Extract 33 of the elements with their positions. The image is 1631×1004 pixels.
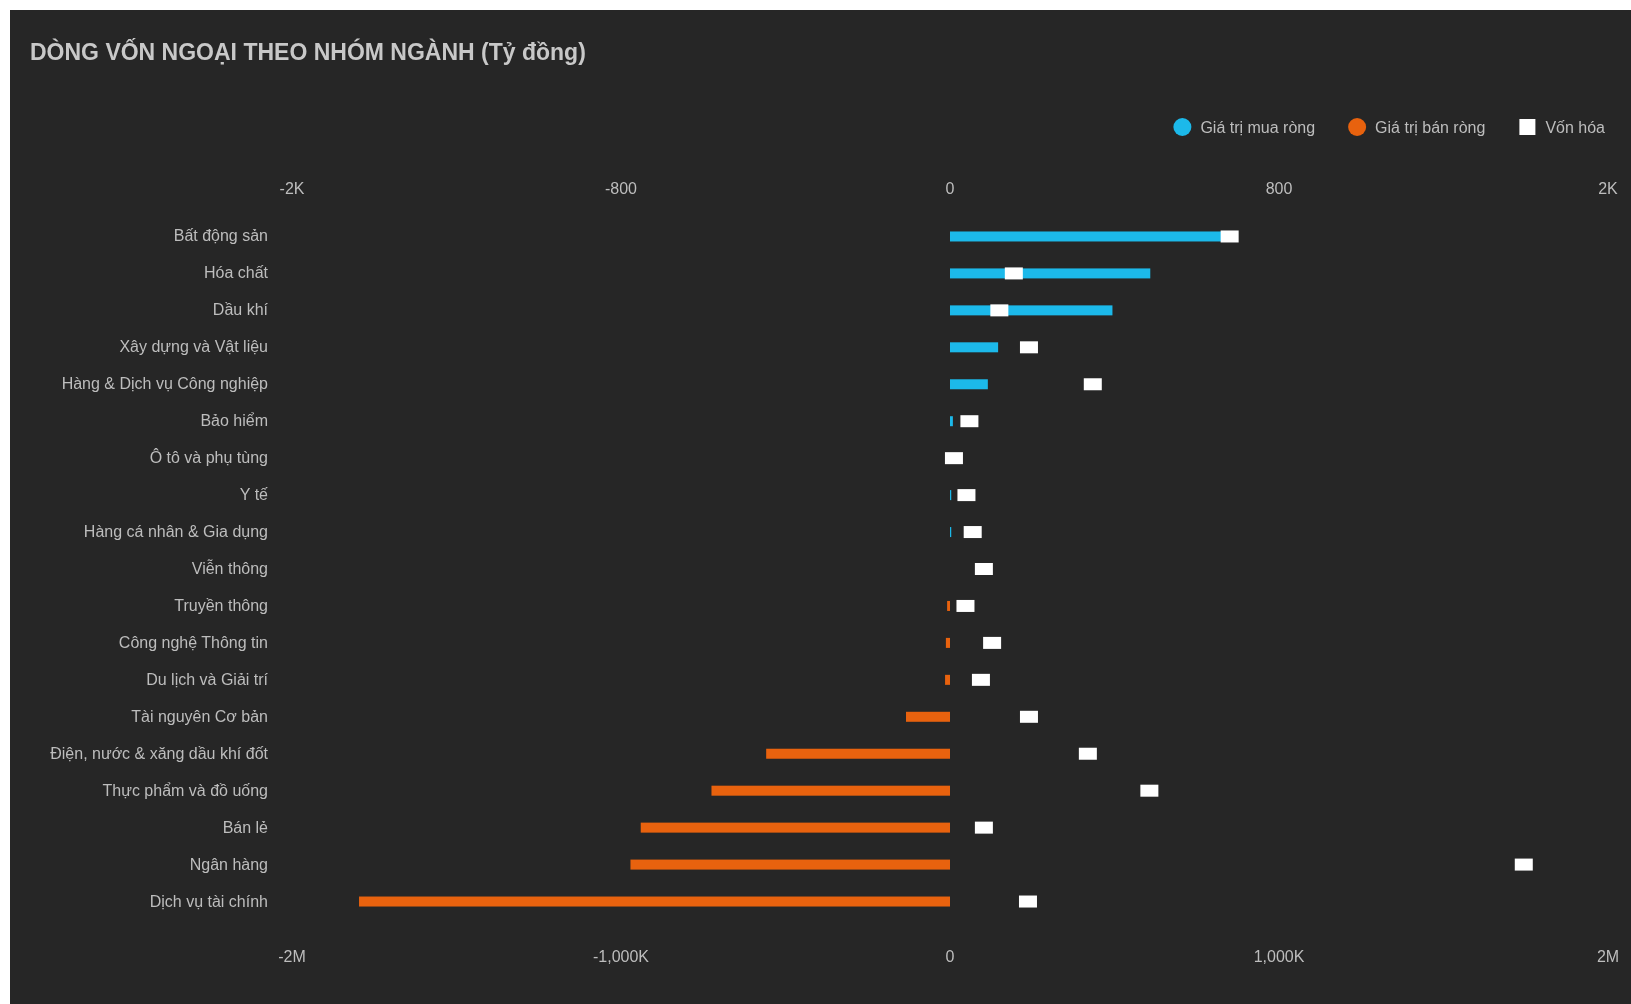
y-tick-label: Dịch vụ tài chính <box>149 892 268 910</box>
y-tick-label: Điện, nước & xăng dầu khí đốt <box>50 744 269 762</box>
y-tick-label: Dầu khí <box>212 301 269 319</box>
y-tick-label: Hóa chất <box>203 264 269 282</box>
x2-tick-label: -2K <box>279 180 305 197</box>
y-tick-label: Hàng & Dịch vụ Công nghiệp <box>61 375 269 393</box>
y-tick-label: Du lịch và Giải trí <box>146 670 269 688</box>
y-tick-label: Xây dựng và Vật liệu <box>119 338 268 356</box>
y-tick-label: Ngân hàng <box>189 855 268 873</box>
chart-title: DÒNG VỐN NGOẠI THEO NHÓM NGÀNH (Tỷ đồng) <box>30 38 586 65</box>
x2-tick-label: -800 <box>604 180 638 197</box>
y-tick-label: Truyền thông <box>174 596 268 614</box>
y-tick-label: Ô tô và phụ tùng <box>149 448 268 467</box>
y-tick-label: Y tế <box>239 486 269 504</box>
x-tick-label: 1,000K <box>1253 948 1305 965</box>
x2-tick-label: 0 <box>945 180 955 197</box>
y-tick-label: Bảo hiểm <box>200 412 268 430</box>
legend-label: Giá trị mua ròng <box>1200 119 1316 136</box>
y-tick-label: Công nghệ Thông tin <box>118 633 268 651</box>
x-tick-label: 0 <box>945 948 955 965</box>
y-tick-label: Hàng cá nhân & Gia dụng <box>83 523 268 541</box>
x-tick-label: 2M <box>1596 948 1620 965</box>
y-tick-label: Bán lẻ <box>222 818 269 836</box>
x-tick-label: -1,000K <box>592 948 650 965</box>
y-tick-label: Viễn thông <box>191 559 268 577</box>
y-tick-label: Bất động sản <box>173 227 268 245</box>
x2-tick-label: 2K <box>1598 180 1619 197</box>
x-tick-label: -2M <box>278 948 306 965</box>
legend-label: Vốn hóa <box>1545 119 1606 136</box>
x2-tick-label: 800 <box>1265 180 1293 197</box>
y-tick-label: Tài nguyên Cơ bản <box>131 707 268 725</box>
y-tick-label: Thực phẩm và đồ uống <box>102 781 268 799</box>
legend-label: Giá trị bán ròng <box>1375 119 1486 136</box>
